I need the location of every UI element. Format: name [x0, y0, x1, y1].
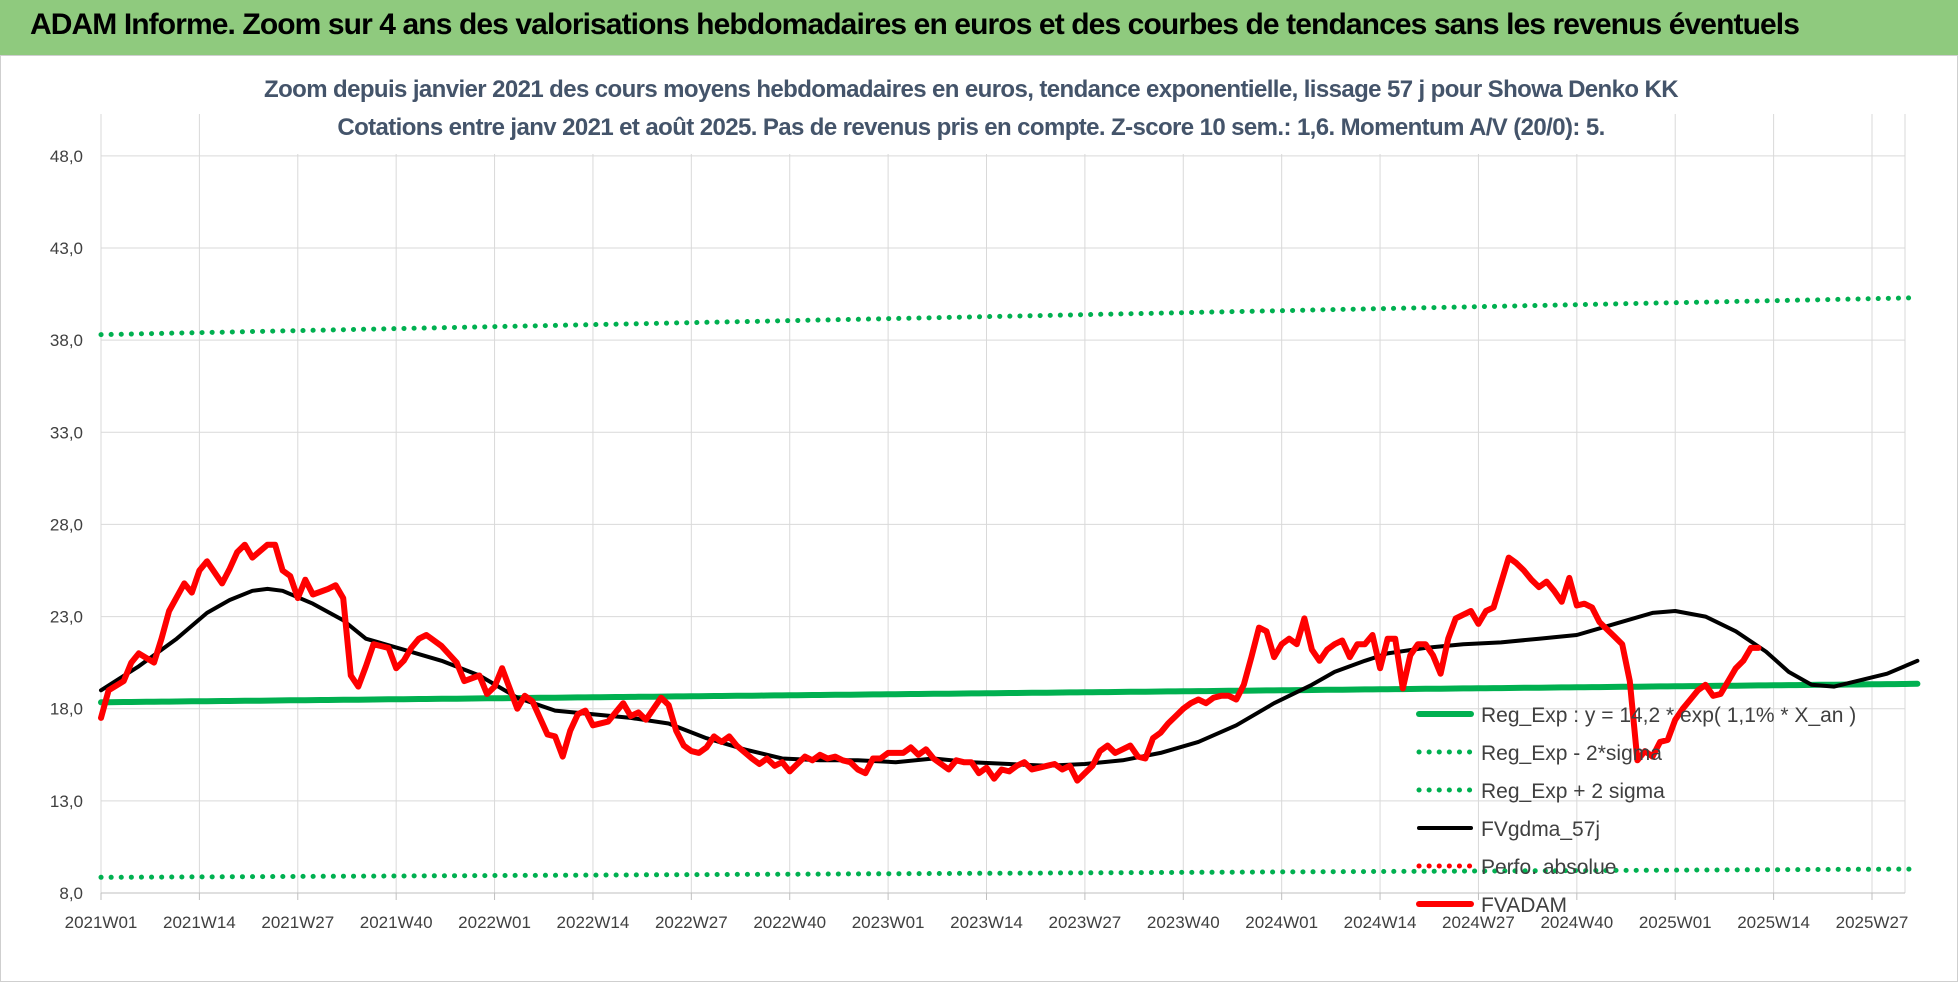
y-tick-label: 33,0 [50, 423, 83, 442]
x-tick-label: 2023W14 [950, 913, 1023, 932]
series-line-reg-exp-2-sigma [98, 866, 1920, 880]
x-tick-label: 2024W14 [1344, 913, 1417, 932]
series-layer [98, 295, 1921, 880]
series-line-reg-exp-2-sigma [98, 295, 1920, 338]
x-tick-label: 2021W14 [163, 913, 236, 932]
y-axis: 8,0 13,0 18,0 23,0 28,0 33,0 38,0 43,0 48,0 [50, 147, 83, 903]
legend-label-reg-exp-y-14-2-exp-1-1-x-an: Reg_Exp : y = 14,2 * exp( 1,1% * X_an ) [1481, 704, 1856, 727]
y-tick-label: 38,0 [50, 331, 83, 350]
series-line-fvgdma-57j [99, 586, 1920, 768]
grid [100, 114, 1906, 900]
x-tick-label: 2021W27 [261, 913, 334, 932]
x-tick-label: 2025W27 [1836, 913, 1909, 932]
chart-svg: Zoom depuis janvier 2021 des cours moyen… [50, 58, 1921, 932]
legend-label-fvadam: FVADAM [1481, 894, 1567, 917]
legend: Reg_Exp : y = 14,2 * exp( 1,1% * X_an ) R… [1416, 704, 1856, 917]
banner: ADAM Informe. Zoom sur 4 ans des valoris… [0, 0, 1958, 56]
x-tick-label: 2021W01 [65, 913, 138, 932]
series-line-fvadam [98, 541, 1762, 784]
x-tick-label: 2024W01 [1245, 913, 1318, 932]
y-tick-label: 23,0 [50, 608, 83, 627]
x-tick-label: 2022W40 [753, 913, 826, 932]
x-tick-label: 2022W14 [557, 913, 630, 932]
x-tick-label: 2023W01 [852, 913, 925, 932]
x-tick-label: 2021W40 [360, 913, 433, 932]
y-tick-label: 13,0 [50, 792, 83, 811]
x-tick-label: 2022W27 [655, 913, 728, 932]
y-tick-label: 28,0 [50, 515, 83, 534]
title-backdrop [286, 58, 1656, 154]
banner-title: ADAM Informe. Zoom sur 4 ans des valoris… [30, 8, 1800, 41]
legend-label-reg-exp-2-sigma: Reg_Exp - 2*sigma [1481, 742, 1662, 765]
chart-title: Zoom depuis janvier 2021 des cours moyen… [264, 76, 1679, 103]
x-tick-label: 2025W01 [1639, 913, 1712, 932]
y-tick-label: 48,0 [50, 147, 83, 166]
legend-label-reg-exp-2-sigma: Reg_Exp + 2 sigma [1481, 780, 1665, 803]
y-tick-label: 18,0 [50, 700, 83, 719]
chart-area: Zoom depuis janvier 2021 des cours moyen… [0, 55, 1958, 982]
y-tick-label: 8,0 [59, 884, 83, 903]
chart-subtitle: Cotations entre janv 2021 et août 2025. … [337, 114, 1604, 141]
legend-label-fvgdma-57j: FVgdma_57j [1481, 818, 1600, 841]
x-tick-label: 2024W27 [1442, 913, 1515, 932]
x-axis: 2021W01 2021W14 2021W27 2021W40 2022W01 2022W… [65, 913, 1909, 932]
legend-label-perfo-absolue: Perfo. absolue [1481, 856, 1616, 879]
series-line-reg-exp-y-14-2-exp-1-1-x-an [98, 680, 1921, 706]
x-tick-label: 2025W14 [1737, 913, 1810, 932]
x-tick-label: 2024W40 [1540, 913, 1613, 932]
y-tick-label: 43,0 [50, 239, 83, 258]
x-tick-label: 2023W27 [1048, 913, 1121, 932]
x-tick-label: 2022W01 [458, 913, 531, 932]
x-tick-label: 2023W40 [1147, 913, 1220, 932]
